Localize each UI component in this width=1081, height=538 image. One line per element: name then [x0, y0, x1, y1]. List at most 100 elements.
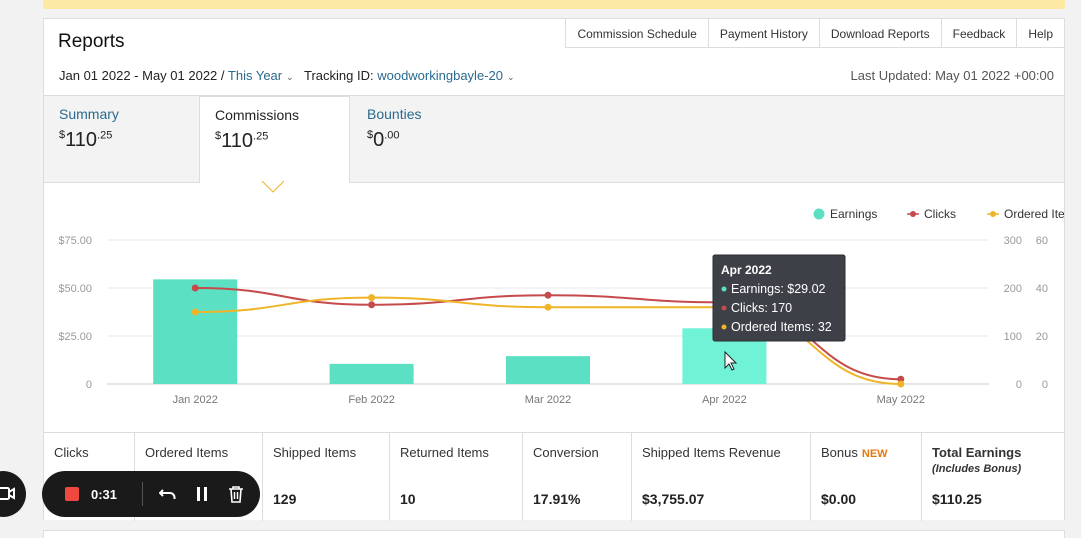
last-updated-text: Last Updated: May 01 2022 +00:00 — [850, 68, 1054, 83]
date-range-selector[interactable]: Jan 01 2022 - May 01 2022 / This Year ⌄ — [59, 68, 294, 83]
legend-earnings-label: Earnings — [830, 207, 877, 221]
y-left-tick-label: $50.00 — [58, 283, 92, 295]
commission-schedule-button[interactable]: Commission Schedule — [565, 18, 709, 48]
stat-value: 10 — [400, 491, 416, 507]
tooltip-line: Earnings: $29.02 — [731, 282, 826, 296]
top-banner — [43, 0, 1065, 9]
legend-ordered-items-label: Ordered Items — [1004, 207, 1064, 221]
x-tick-label: Jan 2022 — [173, 394, 218, 406]
chart-tooltip — [712, 254, 846, 342]
undo-button[interactable] — [159, 485, 177, 503]
recording-timer: 0:31 — [91, 486, 118, 502]
earnings-chart: $75.00 $50.00 $25.00 0 300 200 100 0 60 40 20 0 Jan … — [44, 183, 1081, 433]
screen-recorder-bar: 0:31 — [42, 471, 260, 517]
date-range-text: Jan 01 2022 - May 01 2022 / — [59, 68, 225, 83]
tooltip-line: Clicks: 170 — [731, 301, 792, 315]
pause-icon — [197, 487, 207, 501]
new-badge: NEW — [861, 448, 888, 460]
stat-value: 17.91% — [533, 491, 581, 507]
y-right-ordered-tick-label: 0 — [1042, 379, 1048, 391]
clicks-point — [544, 291, 552, 299]
tracking-id-selector[interactable]: Tracking ID: woodworkingbayle-20 ⌄ — [304, 68, 515, 83]
tab-commissions[interactable]: Commissions $110.25 — [199, 96, 350, 188]
y-left-tick-label: $75.00 — [58, 235, 92, 247]
stat-label: Total Earnings — [932, 445, 1022, 460]
tooltip-marker — [721, 286, 727, 292]
stop-recording-button[interactable] — [65, 487, 79, 501]
tab-bounties-label: Bounties — [367, 106, 422, 122]
payment-history-button[interactable]: Payment History — [708, 18, 820, 48]
download-reports-button[interactable]: Download Reports — [819, 18, 942, 48]
tracking-label: Tracking ID: — [304, 68, 374, 83]
earnings-bar — [329, 363, 414, 384]
y-right-clicks-tick-label: 0 — [1016, 379, 1022, 391]
ordered-items-point — [368, 294, 376, 302]
tracking-id-value[interactable]: woodworkingbayle-20 — [377, 68, 503, 83]
y-right-ordered-tick-label: 60 — [1036, 235, 1048, 247]
tooltip-marker — [721, 305, 727, 311]
y-right-clicks-tick-label: 200 — [1004, 283, 1022, 295]
tab-bounties-amount: $0.00 — [367, 129, 400, 151]
chevron-down-icon: ⌄ — [286, 72, 294, 82]
stat-shipped-revenue: Shipped Items Revenue $3,755.07 — [632, 433, 811, 521]
y-right-clicks-tick-label: 300 — [1004, 235, 1022, 247]
stat-bonus: Bonus NEW $0.00 — [811, 433, 922, 521]
stat-ordered-items: Ordered Items — [135, 433, 263, 521]
stat-value: $110.25 — [932, 491, 982, 507]
tooltip-marker — [721, 324, 727, 330]
y-right-clicks-tick-label: 100 — [1004, 331, 1022, 343]
ordered-items-point — [191, 308, 199, 316]
stat-label: Shipped Items Revenue — [642, 445, 781, 460]
x-tick-label: Feb 2022 — [348, 394, 394, 406]
summary-tabs: Summary $110.25 Commissions $110.25 Boun… — [44, 95, 1064, 188]
earnings-bar — [153, 279, 238, 384]
pause-button[interactable] — [193, 485, 211, 503]
x-tick-label: Mar 2022 — [525, 394, 571, 406]
stat-label: Conversion — [533, 445, 599, 460]
ordered-items-point — [897, 380, 905, 388]
legend-clicks-label: Clicks — [924, 207, 956, 221]
legend-ordered-items-marker — [990, 211, 996, 217]
tab-bounties[interactable]: Bounties $0.00 — [352, 96, 507, 184]
stat-value: 129 — [273, 491, 297, 507]
legend-clicks-marker — [910, 211, 916, 217]
trash-icon — [229, 486, 243, 503]
x-tick-label: May 2022 — [877, 394, 925, 406]
stat-label: Clicks — [54, 445, 89, 460]
help-button[interactable]: Help — [1017, 18, 1065, 48]
y-right-ordered-tick-label: 20 — [1036, 331, 1048, 343]
reports-panel: Reports Commission Schedule Payment Hist… — [43, 18, 1081, 521]
camera-toggle[interactable] — [0, 471, 26, 517]
stat-returned-items: Returned Items 10 — [390, 433, 523, 521]
tooltip-line: Ordered Items: 32 — [731, 320, 832, 334]
tab-summary[interactable]: Summary $110.25 — [44, 96, 199, 184]
stat-value: $0.00 — [821, 491, 857, 507]
next-panel-edge — [43, 530, 1065, 538]
active-tab-pointer-icon — [262, 180, 284, 193]
tab-summary-label: Summary — [59, 106, 119, 122]
y-left-tick-label: 0 — [86, 379, 92, 391]
page-title: Reports — [58, 31, 125, 52]
stat-label: Bonus NEW — [821, 445, 888, 460]
stat-value: $3,755.07 — [642, 491, 705, 507]
feedback-button[interactable]: Feedback — [941, 18, 1018, 48]
ordered-items-point — [544, 303, 552, 311]
video-camera-icon — [0, 487, 15, 500]
y-right-ordered-tick-label: 40 — [1036, 283, 1048, 295]
tab-commissions-amount: $110.25 — [215, 130, 269, 152]
stat-total-earnings: Total Earnings (Includes Bonus) $110.25 — [922, 433, 1064, 521]
mouse-cursor-icon — [724, 350, 738, 371]
tab-summary-amount: $110.25 — [59, 129, 113, 151]
delete-button[interactable] — [227, 485, 245, 503]
period-link[interactable]: This Year — [227, 68, 283, 83]
chart-svg: $75.00$50.00$25.00030020010006040200Jan … — [58, 207, 1080, 406]
stat-conversion: Conversion 17.91% — [523, 433, 632, 521]
x-tick-label: Apr 2022 — [702, 394, 747, 406]
y-left-tick-label: $25.00 — [58, 331, 92, 343]
tab-commissions-label: Commissions — [215, 107, 300, 123]
stat-sublabel: (Includes Bonus) — [932, 463, 1022, 475]
divider — [142, 482, 143, 506]
report-nav: Commission Schedule Payment History Down… — [565, 18, 1065, 48]
clicks-point — [897, 375, 905, 383]
stat-label: Shipped Items — [273, 445, 357, 460]
